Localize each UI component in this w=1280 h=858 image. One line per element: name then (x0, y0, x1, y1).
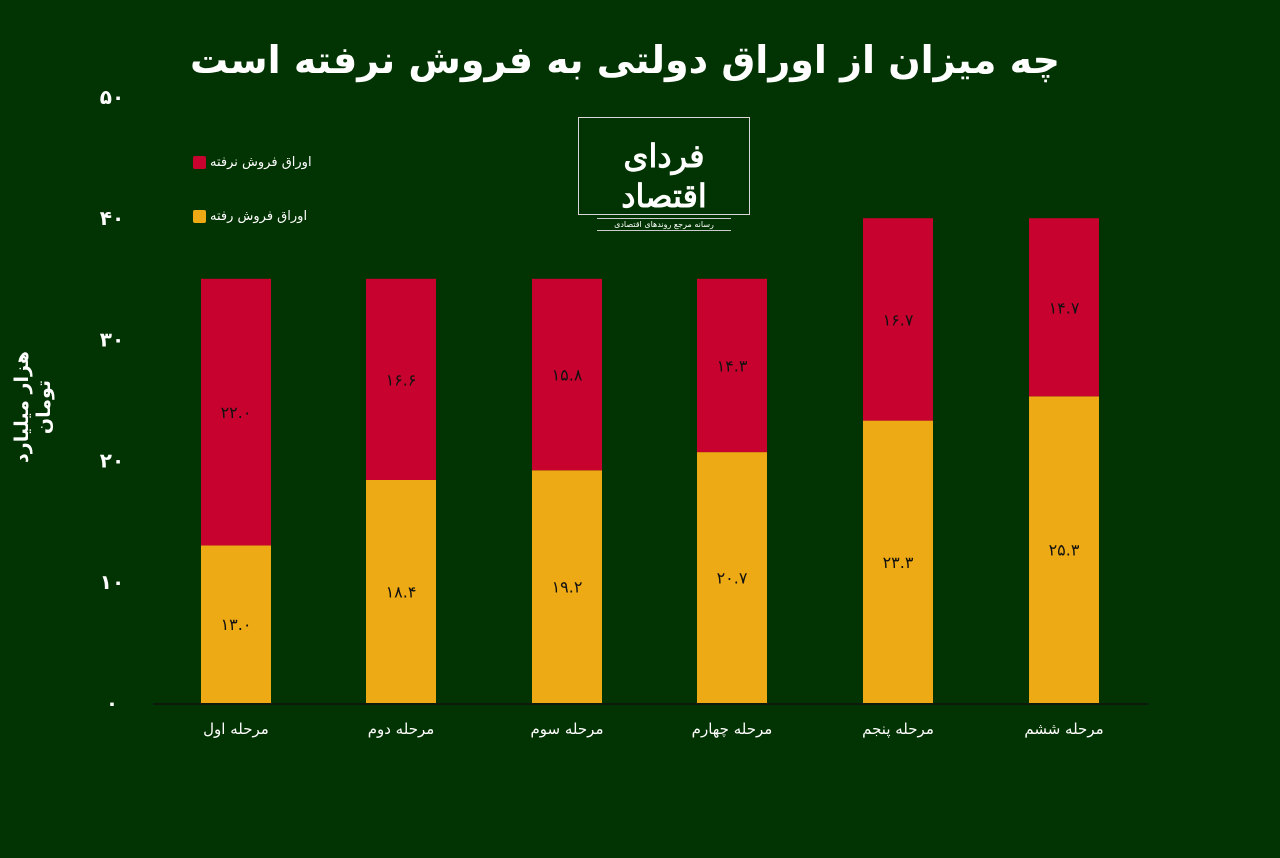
data-label: ۱۸.۴ (386, 582, 417, 601)
bar-segment (697, 278, 767, 453)
logo-name: فردای اقتصاد (621, 137, 707, 215)
x-tick-label: مرحله دوم (368, 720, 435, 738)
data-label: ۱۹.۲ (552, 578, 583, 597)
legend-item-sold: اوراق فروش رفته (193, 209, 307, 224)
x-tick-label: مرحله پنجم (862, 720, 934, 739)
data-label: ۱۶.۶ (386, 370, 417, 389)
x-tick-label: مرحله اول (203, 720, 269, 738)
legend-swatch-unsold (193, 156, 206, 169)
bar-segment (1029, 396, 1099, 703)
data-label: ۱۳.۰ (221, 615, 252, 634)
y-tick-label: ۳۰ (100, 327, 124, 351)
data-label: ۲۰.۷ (717, 569, 748, 588)
x-tick-label: مرحله چهارم (692, 720, 773, 738)
y-tick-label: ۴۰ (100, 206, 124, 230)
bar-segment (201, 545, 271, 703)
data-label: ۱۵.۸ (552, 366, 583, 385)
x-tick-label: مرحله سوم (531, 720, 604, 738)
data-label: ۲۳.۳ (883, 553, 914, 572)
legend-swatch-sold (193, 210, 206, 223)
bar-segment (532, 470, 602, 703)
bar-segment (863, 218, 933, 421)
y-tick-label: ۲۰ (100, 449, 124, 473)
bar-segment (697, 452, 767, 703)
bar-segment (366, 479, 436, 703)
data-label: ۲۲.۰ (221, 403, 252, 422)
legend-label-sold: اوراق فروش رفته (210, 209, 308, 224)
data-label: ۱۴.۷ (1049, 298, 1080, 317)
legend-item-unsold: اوراق فروش نرفته (193, 155, 312, 170)
bar-segment (532, 278, 602, 471)
legend-label-unsold: اوراق فروش نرفته (210, 155, 312, 170)
data-label: ۲۵.۳ (1049, 541, 1080, 560)
bar-segment (1029, 218, 1099, 397)
data-label: ۱۶.۷ (883, 310, 914, 329)
chart-title: چه میزان از اوراق دولتی به فروش نرفته اس… (189, 38, 1061, 82)
y-tick-label: ۵۰ (100, 85, 124, 109)
y-tick-label: ۱۰ (100, 570, 124, 594)
logo: فردای اقتصاد رسانه مرجع روندهای اقتصادی (578, 117, 750, 231)
logo-tagline: رسانه مرجع روندهای اقتصادی (597, 218, 731, 231)
bar-segment (863, 420, 933, 703)
bar-segment (366, 278, 436, 480)
data-label: ۱۴.۳ (717, 356, 748, 375)
y-tick-label: ۰ (106, 691, 118, 715)
bar-segment (201, 278, 271, 546)
x-tick-label: مرحله ششم (1024, 720, 1103, 738)
